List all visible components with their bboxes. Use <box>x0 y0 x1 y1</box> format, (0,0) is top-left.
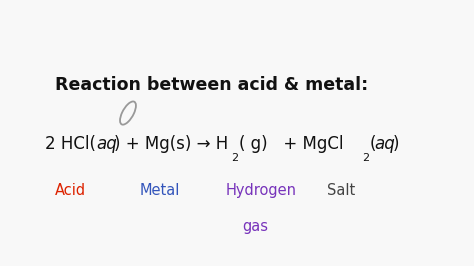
Text: Hydrogen: Hydrogen <box>225 183 296 198</box>
Text: Reaction between acid & metal:: Reaction between acid & metal: <box>55 76 368 94</box>
Text: aq: aq <box>97 135 118 153</box>
Text: Acid: Acid <box>55 183 86 198</box>
Text: Salt: Salt <box>327 183 356 198</box>
Text: gas: gas <box>243 219 269 234</box>
Text: (: ( <box>369 135 375 153</box>
Text: Metal: Metal <box>140 183 180 198</box>
Text: ): ) <box>392 135 399 153</box>
Text: aq: aq <box>374 135 395 153</box>
Text: 2: 2 <box>363 153 370 163</box>
Text: ( g)   + MgCl: ( g) + MgCl <box>239 135 344 153</box>
Text: ) + Mg(s) → H: ) + Mg(s) → H <box>114 135 228 153</box>
Text: 2: 2 <box>231 153 238 163</box>
Text: 2 HCl(: 2 HCl( <box>45 135 96 153</box>
